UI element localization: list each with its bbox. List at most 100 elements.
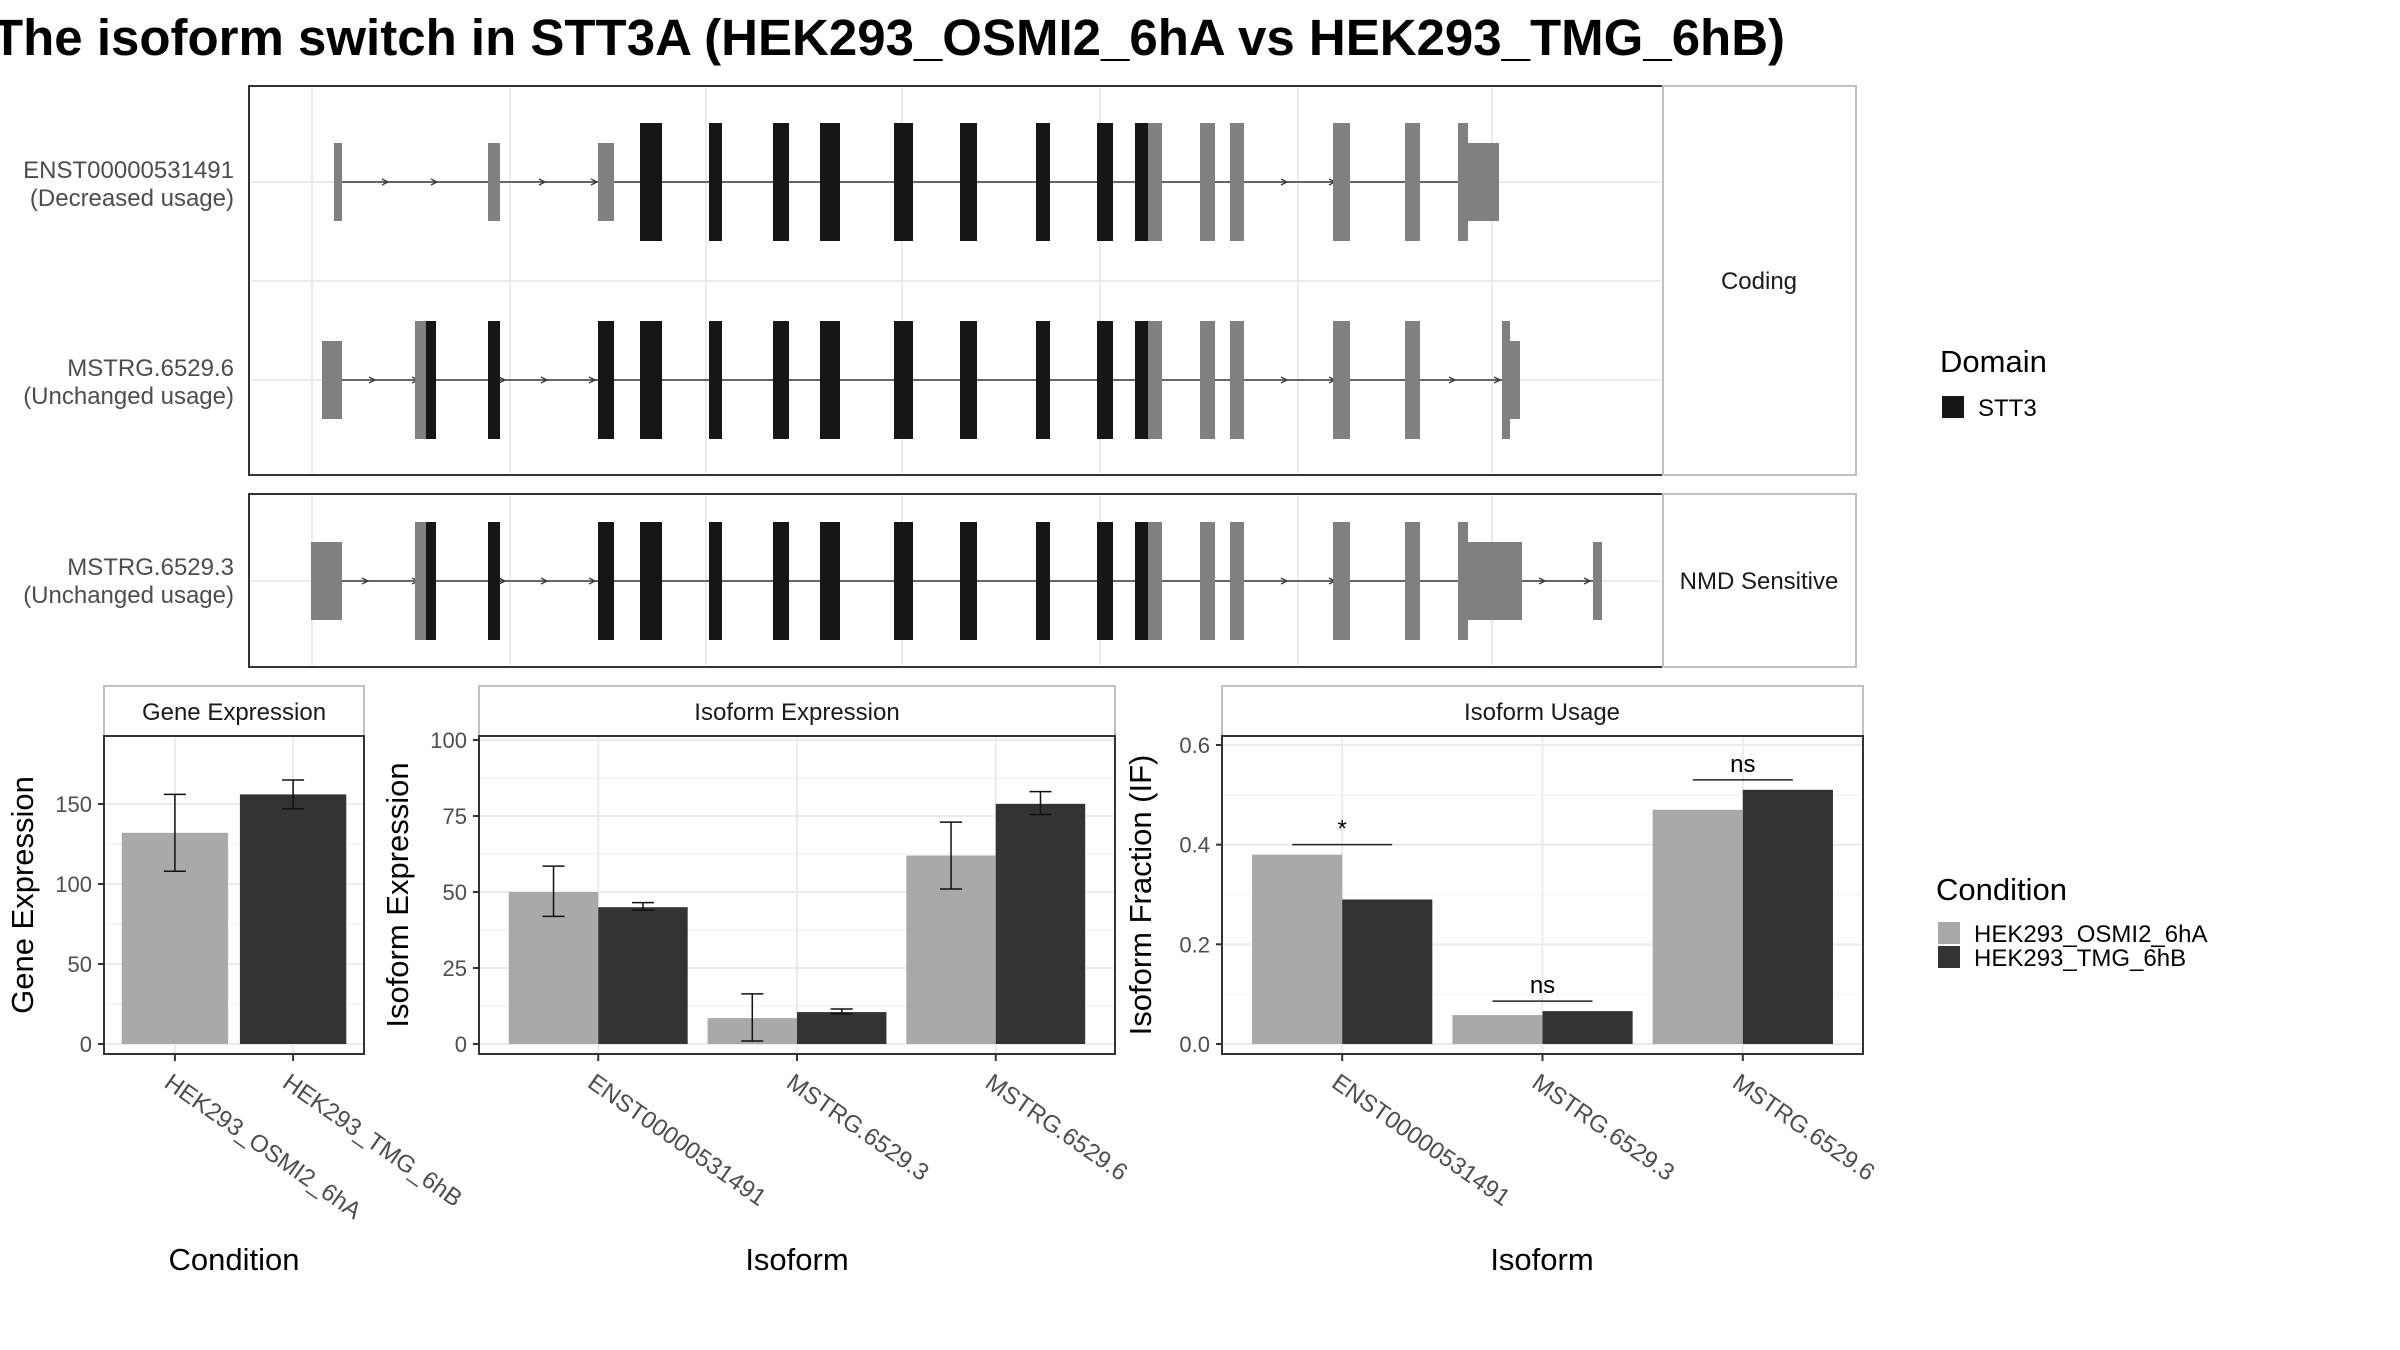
exon-domain-block [773, 522, 789, 640]
strand-arrow-icon [1280, 178, 1289, 186]
exon-domain-block [426, 522, 436, 640]
y-tick-label: 0 [80, 1032, 92, 1057]
domain-legend-swatch [1942, 396, 1964, 418]
x-tick-label: ENST00000531491 [583, 1069, 771, 1212]
isoform-usage-chart: Isoform Usage 0.0 0.2 0.4 0.6 ENST0000053149… [1123, 685, 1879, 1277]
isoform-expression-panel-border [478, 735, 1116, 1055]
y-tick-label: 50 [68, 952, 92, 977]
strand-arrow-icon [538, 178, 547, 186]
exon-domain-block [426, 321, 436, 439]
bar [1542, 1011, 1633, 1044]
exon-block [1593, 542, 1602, 620]
strand-arrow-icon [588, 577, 597, 585]
x-tick-label: MSTRG.6529.6 [1727, 1069, 1879, 1187]
transcript-track [322, 321, 1520, 439]
exon-block [1405, 321, 1420, 439]
exon-domain-block [709, 123, 722, 241]
domain-legend-label: STT3 [1978, 395, 2037, 422]
exon-block [415, 522, 426, 640]
isoform-usage-title: Isoform Usage [1464, 699, 1620, 726]
exon-block [1148, 321, 1162, 439]
condition-legend-swatch-b [1938, 946, 1960, 968]
isoform-expression-x-label: Isoform [745, 1242, 848, 1277]
exon-block [1200, 522, 1215, 640]
strand-arrow-icon [1538, 577, 1547, 585]
exon-block [1230, 522, 1244, 640]
strand-arrow-icon [1448, 376, 1457, 384]
exon-domain-block [894, 522, 913, 640]
exon-block [1148, 123, 1162, 241]
domain-legend: Domain STT3 [1940, 344, 2047, 422]
exon-block [334, 143, 342, 221]
exon-domain-block [773, 321, 789, 439]
exon-domain-block [894, 321, 913, 439]
track-label-id: MSTRG.6529.3 [67, 554, 234, 581]
exon-domain-block [640, 522, 662, 640]
exon-domain-block [1097, 123, 1113, 241]
transcript-track [311, 522, 1602, 640]
y-tick-label: 0.2 [1179, 932, 1210, 957]
transcript-structure-plot: Coding NMD Sensitive ENST00000531491 (De… [23, 85, 1857, 668]
exon-domain-block [640, 123, 662, 241]
exon-block [1200, 123, 1215, 241]
exon-domain-block [1036, 123, 1050, 241]
y-tick-label: 0 [455, 1032, 467, 1057]
exon-domain-block [1036, 522, 1050, 640]
bar [239, 794, 347, 1044]
condition-legend: Condition HEK293_OSMI2_6hA HEK293_TMG_6h… [1936, 872, 2207, 972]
exon-block [1148, 522, 1162, 640]
y-tick-label: 50 [443, 880, 467, 905]
coding-strip [1662, 85, 1857, 476]
gene-expression-title: Gene Expression [142, 699, 326, 726]
strand-arrow-icon [1280, 376, 1289, 384]
isoform-expression-chart: Isoform Expression 0 25 50 75 100 ENST0000053… [380, 685, 1132, 1277]
exon-domain-block [1135, 123, 1148, 241]
exon-block [1333, 321, 1350, 439]
y-tick-label: 0.0 [1179, 1032, 1210, 1057]
bar [598, 907, 688, 1044]
exon-domain-block [488, 522, 500, 640]
coding-strip-label: Coding [1721, 268, 1797, 295]
bar [1742, 789, 1833, 1044]
x-tick-label: MSTRG.6529.6 [980, 1069, 1132, 1187]
exon-domain-block [820, 123, 840, 241]
bar [508, 892, 599, 1044]
domain-legend-title: Domain [1940, 344, 2047, 379]
y-tick-label: 0.4 [1179, 833, 1210, 858]
strand-arrow-icon [498, 577, 507, 585]
y-tick-label: 100 [430, 728, 467, 753]
track-label-usage: (Decreased usage) [30, 185, 234, 212]
figure-title: The isoform switch in STT3A (HEK293_OSMI… [0, 9, 1785, 66]
isoform-expression-title: Isoform Expression [694, 699, 899, 726]
gene-expression-x-label: Condition [169, 1242, 300, 1277]
isoform-usage-panel-border [1221, 735, 1864, 1055]
exon-domain-block [960, 123, 977, 241]
exon-block [1458, 123, 1468, 241]
exon-block [1200, 321, 1215, 439]
strand-arrow-icon [540, 376, 549, 384]
bar [797, 1012, 887, 1044]
isoform-expression-strip [478, 685, 1116, 737]
nmd-strip-label: NMD Sensitive [1680, 568, 1839, 595]
strand-arrow-icon [430, 178, 439, 186]
strand-arrow-icon [1493, 376, 1502, 384]
x-tick-label: ENST00000531491 [1327, 1069, 1515, 1212]
exon-domain-block [820, 522, 840, 640]
track-label-id: ENST00000531491 [23, 157, 234, 184]
bar [1452, 1015, 1543, 1044]
bar [1342, 899, 1433, 1044]
exon-block [1458, 522, 1468, 640]
transcript-tracks [311, 123, 1602, 640]
exon-domain-block [598, 321, 614, 439]
exon-block [322, 341, 342, 419]
exon-block [1510, 341, 1520, 419]
exon-domain-block [1135, 321, 1148, 439]
track-label-id: MSTRG.6529.6 [67, 355, 234, 382]
x-tick-label: HEK293_OSMI2_6hA [159, 1069, 366, 1225]
exon-domain-block [1135, 522, 1148, 640]
significance-label: * [1338, 816, 1347, 843]
track-label-usage: (Unchanged usage) [23, 383, 234, 410]
exon-domain-block [709, 321, 722, 439]
strand-arrow-icon [588, 376, 597, 384]
x-tick-label: MSTRG.6529.3 [1527, 1069, 1679, 1187]
